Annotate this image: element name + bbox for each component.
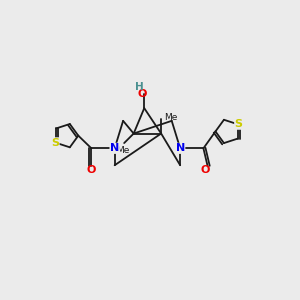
Text: O: O (87, 165, 96, 175)
Text: Me: Me (164, 113, 177, 122)
Text: S: S (235, 119, 243, 129)
Text: S: S (51, 138, 59, 148)
Text: O: O (201, 165, 210, 175)
Text: N: N (176, 143, 185, 153)
Text: H: H (135, 82, 143, 92)
Text: Me: Me (116, 146, 130, 154)
Text: O: O (138, 89, 147, 99)
Text: N: N (110, 143, 119, 153)
